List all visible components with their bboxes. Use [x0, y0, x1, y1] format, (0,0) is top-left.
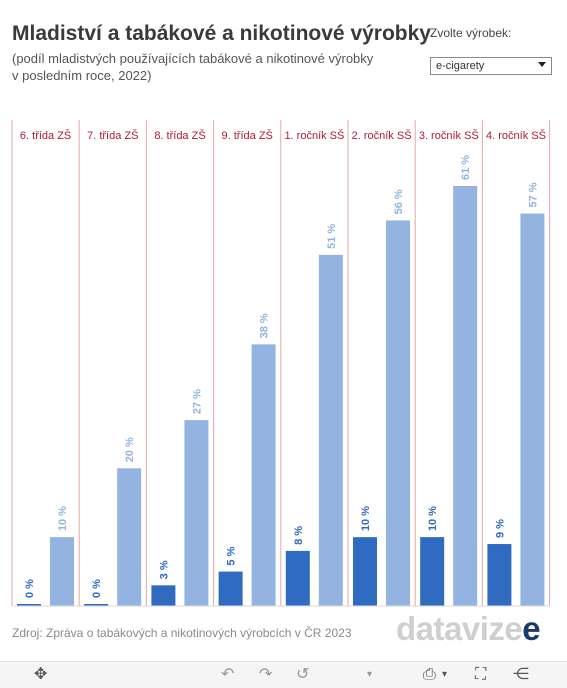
data-bar: [251, 344, 276, 606]
fullscreen-icon[interactable]: ⛶: [475, 666, 487, 683]
data-bar: [218, 571, 243, 606]
data-label: 61 %: [460, 155, 472, 180]
data-label: 3 %: [158, 560, 170, 579]
data-bar: [386, 220, 410, 606]
page-title: Mladiství a tabákové a nikotinové výrobk…: [12, 22, 431, 45]
data-bar: [318, 254, 343, 606]
data-bar: [453, 186, 478, 606]
data-bar: [84, 604, 109, 606]
data-bar: [520, 213, 545, 606]
category-header: 4. ročník SŠ: [486, 129, 546, 142]
bar-chart: 6. třída ZŠ 0 % 10 % 7. třída ZŠ 0 % 20 % 8. t…: [11, 120, 551, 607]
data-label: 38 %: [259, 313, 271, 338]
data-label: 0 %: [24, 579, 36, 598]
download-dropdown-icon[interactable]: ▾: [442, 669, 448, 680]
data-label: 0 %: [91, 579, 103, 598]
data-bar: [487, 544, 512, 606]
data-bar: [285, 550, 310, 606]
data-label: 8 %: [293, 526, 305, 545]
undo-icon[interactable]: ↶: [221, 666, 235, 683]
data-bar: [184, 420, 209, 606]
product-selector-dropdown[interactable]: e-cigarety: [430, 57, 552, 75]
chart-subtitle: (podíl mladistvých používajících tabákov…: [12, 51, 374, 83]
data-label: 10 %: [57, 506, 69, 531]
data-label: 10 %: [427, 506, 439, 531]
logo-text: datavize: [396, 610, 523, 647]
datavize-logo: datavizee: [396, 610, 541, 648]
data-label: 5 %: [226, 546, 238, 565]
product-selector-value: e-cigarety: [436, 60, 485, 72]
data-label: 56 %: [393, 189, 405, 214]
data-bar: [151, 585, 176, 606]
product-selector-label: Zvolte výrobek:: [430, 26, 512, 40]
category-header: 6. třída ZŠ: [20, 129, 71, 142]
data-label: 51 %: [326, 224, 338, 249]
viz-toolbar: ✥ ↶ ↷ ↺ ▾ ⎙ ▾ ⛶ ⋲: [0, 661, 567, 688]
data-bar: [353, 537, 377, 606]
data-label: 27 %: [191, 389, 203, 414]
category-header: 9. třída ZŠ: [222, 129, 273, 142]
category-header: 3. ročník SŠ: [419, 129, 479, 142]
data-label: 57 %: [527, 182, 539, 207]
revert-icon[interactable]: ↺: [296, 666, 310, 683]
move-icon[interactable]: ✥: [34, 666, 48, 683]
redo-icon[interactable]: ↷: [259, 666, 273, 683]
data-bar: [17, 604, 41, 606]
logo-accent: e: [522, 610, 541, 647]
source-note: Zdroj: Zpráva o tabákových a nikotinovýc…: [12, 626, 352, 640]
category-header: 1. ročník SŠ: [284, 129, 344, 142]
share-icon[interactable]: ⋲: [513, 666, 529, 683]
data-bar: [117, 468, 142, 606]
category-header: 7. třída ZŠ: [87, 129, 138, 142]
download-icon[interactable]: ⎙: [423, 666, 436, 683]
revert-dropdown-icon[interactable]: ▾: [367, 669, 373, 680]
category-header: 2. ročník SŠ: [352, 129, 412, 142]
chevron-down-icon: [538, 62, 546, 67]
data-bar: [50, 537, 74, 606]
data-label: 20 %: [124, 437, 136, 462]
category-header: 8. třída ZŠ: [154, 129, 205, 142]
data-bar: [420, 537, 445, 606]
data-label: 9 %: [494, 519, 506, 538]
data-label: 10 %: [360, 506, 372, 531]
